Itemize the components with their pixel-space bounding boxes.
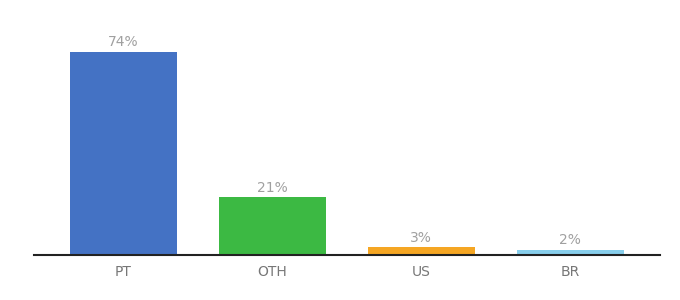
Bar	[368, 247, 475, 255]
Bar	[70, 52, 177, 255]
Text: 74%: 74%	[108, 35, 139, 49]
Text: 3%: 3%	[410, 230, 432, 244]
Text: 2%: 2%	[559, 233, 581, 247]
Bar	[517, 250, 624, 255]
Bar	[219, 197, 326, 255]
Text: 21%: 21%	[257, 181, 288, 195]
